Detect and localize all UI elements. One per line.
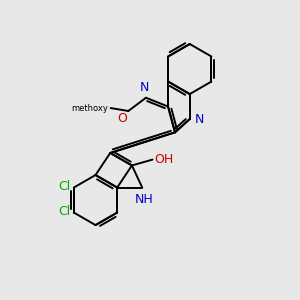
Text: Cl: Cl bbox=[59, 205, 71, 218]
Text: NH: NH bbox=[134, 194, 153, 206]
Text: N: N bbox=[140, 81, 149, 94]
Text: Cl: Cl bbox=[59, 180, 71, 193]
Text: O: O bbox=[117, 112, 127, 125]
Text: OH: OH bbox=[154, 153, 173, 166]
Text: N: N bbox=[195, 112, 204, 126]
Text: methoxy: methoxy bbox=[71, 103, 108, 112]
